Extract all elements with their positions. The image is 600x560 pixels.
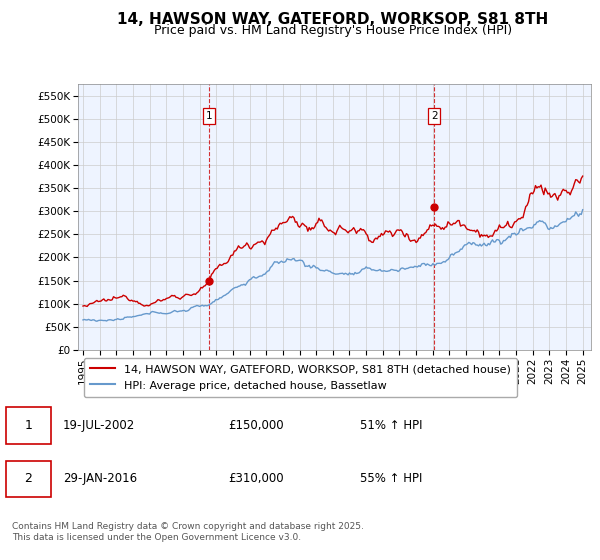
Text: 2: 2: [24, 472, 32, 486]
Text: 1: 1: [24, 419, 32, 432]
Text: 19-JUL-2002: 19-JUL-2002: [63, 419, 135, 432]
Text: £310,000: £310,000: [228, 472, 284, 486]
Legend: 14, HAWSON WAY, GATEFORD, WORKSOP, S81 8TH (detached house), HPI: Average price,: 14, HAWSON WAY, GATEFORD, WORKSOP, S81 8…: [83, 357, 517, 398]
Text: 55% ↑ HPI: 55% ↑ HPI: [360, 472, 422, 486]
Text: Contains HM Land Registry data © Crown copyright and database right 2025.
This d: Contains HM Land Registry data © Crown c…: [12, 522, 364, 542]
Text: 1: 1: [205, 111, 212, 121]
Text: Price paid vs. HM Land Registry's House Price Index (HPI): Price paid vs. HM Land Registry's House …: [154, 24, 512, 38]
FancyBboxPatch shape: [6, 408, 51, 444]
Text: 2: 2: [431, 111, 437, 121]
Text: £150,000: £150,000: [228, 419, 284, 432]
Text: 51% ↑ HPI: 51% ↑ HPI: [360, 419, 422, 432]
Text: 14, HAWSON WAY, GATEFORD, WORKSOP, S81 8TH: 14, HAWSON WAY, GATEFORD, WORKSOP, S81 8…: [118, 12, 548, 27]
Text: 29-JAN-2016: 29-JAN-2016: [63, 472, 137, 486]
FancyBboxPatch shape: [6, 461, 51, 497]
